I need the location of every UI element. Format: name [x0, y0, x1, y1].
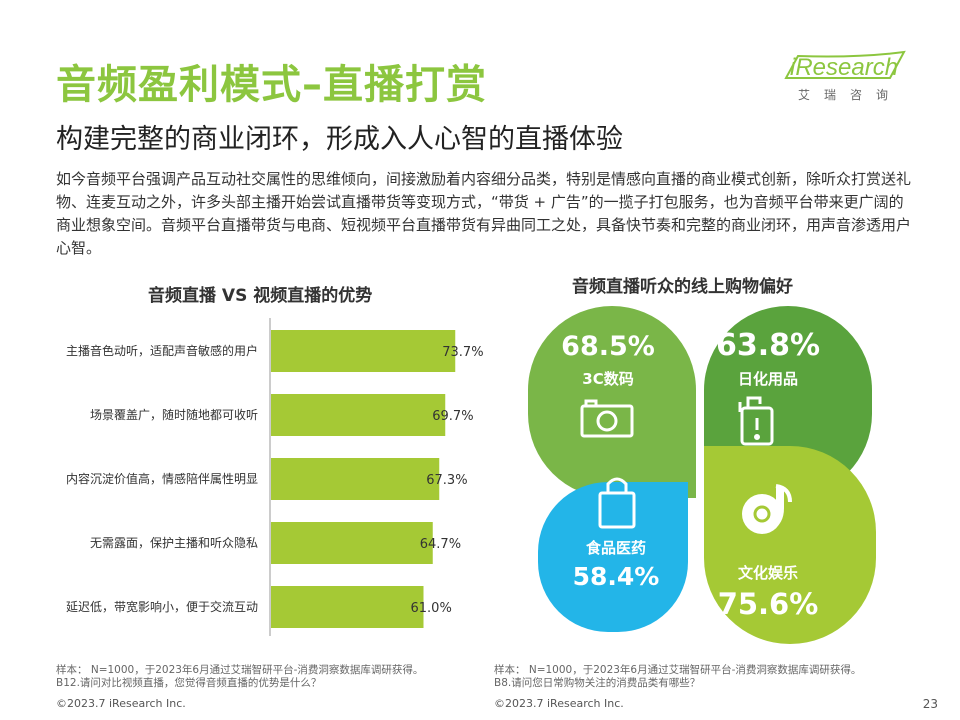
leaf-food-value: 58.4%	[573, 562, 660, 591]
bar-category-label: 延迟低，带宽影响小，便于交流互动	[66, 599, 258, 614]
leaf-daily-value: 63.8%	[716, 328, 820, 363]
bar	[271, 458, 440, 500]
music-disc-icon	[742, 484, 792, 534]
footnote-right-line: B8.请问您日常购物关注的消费品类有哪些？	[494, 677, 701, 689]
leaf-3c	[528, 306, 696, 498]
leaf-food-label: 食品医药	[586, 539, 646, 557]
leaf-3c-value: 68.5%	[561, 331, 655, 362]
leaf-daily-label: 日化用品	[738, 370, 798, 388]
leaf-culture-value: 75.6%	[718, 587, 819, 621]
advantage-bar-chart: 主播音色动听，适配声音敏感的用户 73.7% 场景覆盖广，随时随地都可收听 69.7%…	[66, 318, 484, 636]
leaf-culture	[704, 446, 876, 644]
clover-chart-title: 音频直播听众的线上购物偏好	[572, 277, 793, 297]
bar-value-label: 61.0%	[411, 601, 452, 616]
bar-category-label: 场景覆盖广，随时随地都可收听	[90, 407, 258, 422]
page-subtitle: 构建完整的商业闭环，形成入人心智的直播体验	[56, 124, 623, 155]
footnote-right-line: 样本： N=1000，于2023年6月通过艾瑞智研平台-消费洞察数据库调研获得。	[494, 664, 862, 676]
bag-icon	[598, 477, 636, 529]
bar-category-label: 主播音色动听，适配声音敏感的用户	[66, 343, 258, 358]
logo-subtext: 艾瑞咨询	[798, 88, 903, 102]
logo-swoosh-icon	[784, 50, 906, 79]
camera-icon	[580, 399, 634, 438]
leaf-3c-label: 3C数码	[582, 370, 633, 388]
bottle-icon	[738, 396, 774, 446]
shopping-preference-clover: 68.5% 3C数码 63.8% 日化用品 食品医药 58.4% 文化娱乐 75…	[528, 306, 876, 644]
bar	[271, 586, 424, 628]
page-number: 23	[922, 697, 938, 711]
iresearch-logo: iResearch 艾瑞咨询	[778, 48, 908, 104]
bar	[271, 394, 446, 436]
bar-category-label: 无需露面，保护主播和听众隐私	[90, 536, 258, 550]
bar-category-label: 内容沉淀价值高，情感陪伴属性明显	[66, 471, 258, 486]
footnote-left: 样本： N=1000，于2023年6月通过艾瑞智研平台-消费洞察数据库调研获得。…	[56, 664, 423, 690]
intro-paragraph: 如今音频平台强调产品互动社交属性的思维倾向，间接激励着内容细分品类，特别是情感向…	[56, 170, 912, 257]
bar-value-label: 64.7%	[420, 537, 461, 552]
footnote-left-line: 样本： N=1000，于2023年6月通过艾瑞智研平台-消费洞察数据库调研获得。	[56, 664, 424, 676]
footnote-right: 样本： N=1000，于2023年6月通过艾瑞智研平台-消费洞察数据库调研获得。…	[494, 664, 861, 690]
bar	[271, 522, 433, 564]
bar-value-label: 67.3%	[426, 473, 467, 488]
bar-chart-title: 音频直播 VS 视频直播的优势	[148, 286, 373, 306]
bar-value-label: 69.7%	[432, 409, 473, 424]
leaf-food	[538, 482, 688, 632]
bar	[271, 330, 456, 372]
leaf-culture-label: 文化娱乐	[738, 564, 798, 582]
copyright-left: ©2023.7 iResearch Inc.	[56, 697, 186, 710]
footnote-left-line: B12.请问对比视频直播，您觉得音频直播的优势是什么？	[56, 677, 322, 689]
logo-text: iResearch	[790, 54, 899, 81]
copyright-right: ©2023.7 iResearch Inc.	[494, 697, 624, 710]
bar-value-label: 73.7%	[442, 345, 483, 360]
page-title: 音频盈利模式–直播打赏	[56, 62, 487, 108]
